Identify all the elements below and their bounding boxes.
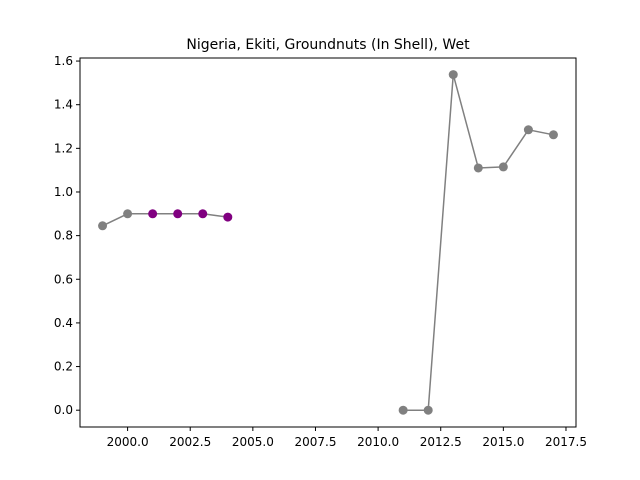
y-tick-label: 1.6	[54, 54, 73, 68]
x-tick-label: 2017.5	[545, 435, 587, 449]
data-point-5	[198, 209, 208, 219]
y-tick-label: 0.6	[54, 272, 73, 286]
x-tick-label: 2005.0	[232, 435, 274, 449]
data-point-6	[223, 212, 233, 222]
data-point-13	[548, 130, 558, 140]
x-tick-label: 2000.0	[107, 435, 149, 449]
data-point-3	[148, 209, 158, 219]
x-tick-label: 2012.5	[420, 435, 462, 449]
data-point-7	[398, 405, 408, 415]
y-tick-label: 1.2	[54, 141, 73, 155]
y-tick-label: 1.4	[54, 98, 73, 112]
data-point-10	[473, 163, 483, 173]
plot-frame	[79, 57, 577, 428]
data-point-9	[448, 70, 458, 80]
data-point-1	[98, 221, 108, 231]
chart-title: Nigeria, Ekiti, Groundnuts (In Shell), W…	[186, 37, 470, 53]
x-tick-label: 2002.5	[169, 435, 211, 449]
y-tick-label: 0.2	[54, 360, 73, 374]
data-point-2	[123, 209, 133, 219]
y-tick-label: 0.8	[54, 229, 73, 243]
data-point-8	[423, 405, 433, 415]
y-tick-label: 0.4	[54, 316, 73, 330]
x-axis: 2000.0 2002.5 2005.0 2007.5 2010.0 2012.5 2015…	[107, 427, 587, 449]
plot-content	[98, 70, 558, 415]
y-axis: 0.0 0.2 0.4 0.6 0.8 1.0 1.2 1.4 1.6	[54, 54, 80, 417]
data-point-4	[173, 209, 183, 219]
x-tick-label: 2010.0	[357, 435, 399, 449]
y-tick-label: 1.0	[54, 185, 73, 199]
x-tick-label: 2015.0	[482, 435, 524, 449]
data-point-11	[498, 162, 508, 172]
x-tick-label: 2007.5	[294, 435, 336, 449]
data-point-12	[523, 125, 533, 135]
y-tick-label: 0.0	[54, 403, 73, 417]
